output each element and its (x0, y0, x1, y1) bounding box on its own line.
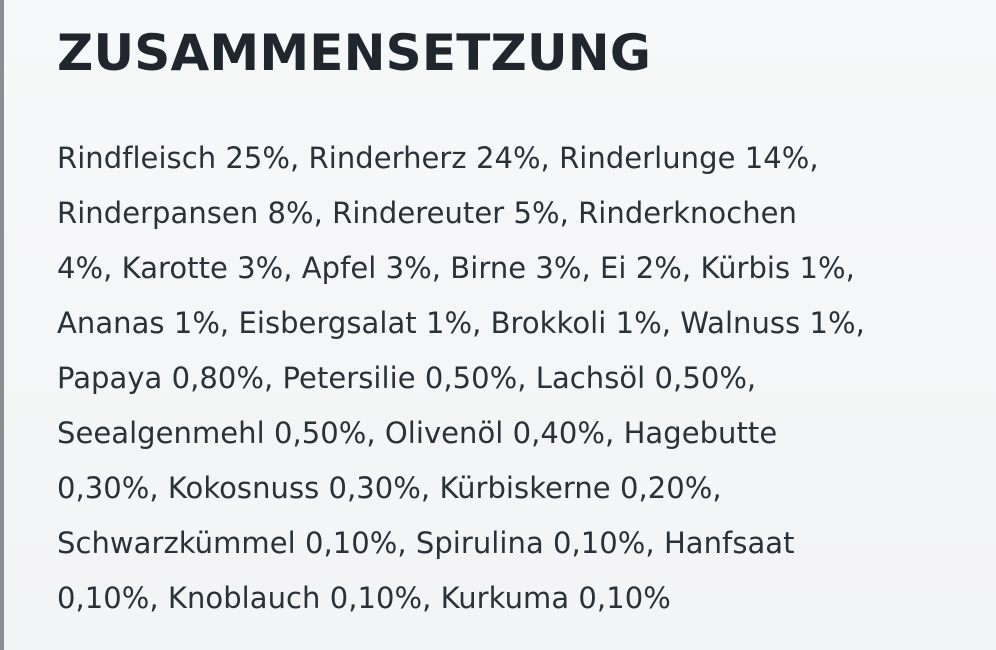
left-edge-divider (0, 0, 4, 650)
ingredients-line: Papaya 0,80%, Petersilie 0,50%, Lachsöl … (57, 361, 757, 395)
ingredients-line: Schwarzkümmel 0,10%, Spirulina 0,10%, Ha… (57, 526, 795, 560)
ingredients-line: 0,30%, Kokosnuss 0,30%, Kürbiskerne 0,20… (57, 471, 722, 505)
ingredients-line: Rindfleisch 25%, Rinderherz 24%, Rinderl… (57, 141, 819, 175)
ingredients-line: Rinderpansen 8%, Rindereuter 5%, Rinderk… (57, 196, 797, 230)
ingredients-line: Seealgenmehl 0,50%, Olivenöl 0,40%, Hage… (57, 416, 778, 450)
section-title: ZUSAMMENSETZUNG (57, 24, 652, 82)
ingredients-text: Rindfleisch 25%, Rinderherz 24%, Rinderl… (57, 131, 977, 626)
ingredients-line: 4%, Karotte 3%, Apfel 3%, Birne 3%, Ei 2… (57, 251, 855, 285)
ingredients-line: Ananas 1%, Eisbergsalat 1%, Brokkoli 1%,… (57, 306, 865, 340)
ingredients-line: 0,10%, Knoblauch 0,10%, Kurkuma 0,10% (57, 581, 671, 615)
composition-panel: ZUSAMMENSETZUNG Rindfleisch 25%, Rinderh… (4, 0, 996, 650)
